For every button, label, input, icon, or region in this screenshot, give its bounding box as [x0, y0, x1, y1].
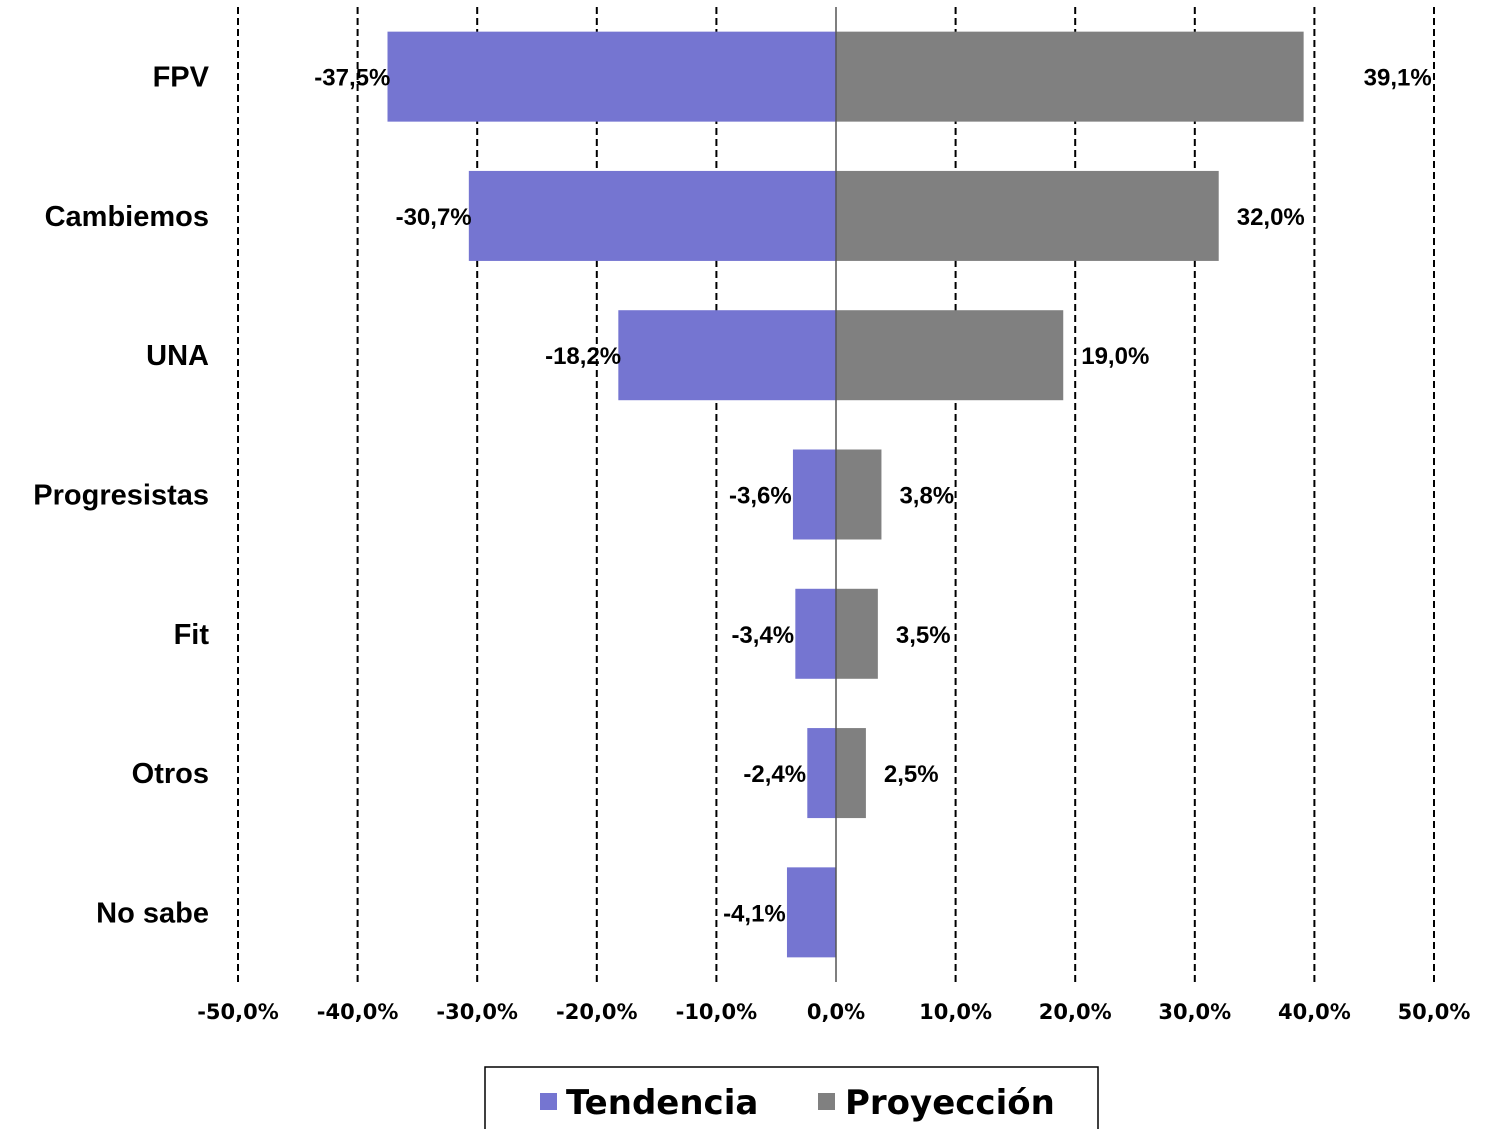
data-label-proyeccion-cambiemos: 32,0% [1237, 204, 1305, 231]
bar-proyeccion-una [836, 310, 1064, 401]
legend-box [484, 1066, 1099, 1129]
x-tick-label-50: 50,0% [1398, 1000, 1471, 1024]
data-label-tendencia-otros: -2,4% [743, 761, 806, 788]
category-label-fpv: FPV [153, 62, 210, 94]
x-tick-label-0: 0,0% [807, 1000, 865, 1024]
category-label-una: UNA [146, 340, 209, 372]
data-label-proyeccion-una: 19,0% [1081, 343, 1149, 370]
data-label-proyeccion-otros: 2,5% [884, 761, 939, 788]
bar-tendencia-progresistas [792, 449, 836, 540]
legend-swatch-tendencia [540, 1093, 557, 1110]
category-label-no-sabe: No sabe [96, 897, 209, 929]
bar-tendencia-no-sabe [786, 867, 836, 958]
x-tick-label-40: 40,0% [1278, 1000, 1351, 1024]
bar-proyeccion-cambiemos [836, 170, 1219, 261]
legend-label-proyeccion: Proyección [845, 1083, 1055, 1123]
data-label-tendencia-una: -18,2% [545, 343, 621, 370]
data-label-tendencia-no-sabe: -4,1% [723, 900, 786, 927]
x-axis-tick-labels: -50,0% -40,0% -30,0% -20,0% -10,0% 0,0% 10,0% 2… [197, 1000, 1470, 1024]
x-tick-label-50: -50,0% [197, 1000, 279, 1024]
bar-proyeccion-fit [836, 588, 878, 679]
bar-proyeccion-progresistas [836, 449, 882, 540]
bar-tendencia-fpv [387, 31, 836, 122]
category-label-progresistas: Progresistas [33, 480, 209, 512]
data-label-proyeccion-fpv: 39,1% [1364, 65, 1432, 92]
x-tick-label-20: 20,0% [1039, 1000, 1112, 1024]
data-label-tendencia-fit: -3,4% [731, 622, 794, 649]
data-label-proyeccion-fit: 3,5% [896, 622, 951, 649]
x-tick-label-40: -40,0% [317, 1000, 399, 1024]
data-labels: -37,5% 39,1% -30,7% 32,0% -18,2% 19,0% -3,6% 3,… [314, 65, 1431, 928]
bar-tendencia-fit [795, 588, 836, 679]
data-label-tendencia-fpv: -37,5% [314, 65, 390, 92]
legend-label-tendencia: Tendencia [566, 1083, 758, 1123]
bar-proyeccion-fpv [836, 31, 1304, 122]
bar-tendencia-cambiemos [468, 170, 836, 261]
x-tick-label-30: -30,0% [436, 1000, 518, 1024]
x-tick-label-10: -10,0% [676, 1000, 758, 1024]
x-tick-label-10: 10,0% [919, 1000, 992, 1024]
data-label-proyeccion-progresistas: 3,8% [899, 483, 954, 510]
gridlines [237, 7, 1435, 982]
legend-swatch-proyeccion [818, 1093, 835, 1110]
category-labels: FPV Cambiemos UNA Progresistas Fit Otros No sa… [33, 62, 209, 930]
bars [387, 31, 1304, 958]
x-tick-label-30: 30,0% [1158, 1000, 1231, 1024]
bar-tendencia-una [618, 310, 836, 401]
category-label-otros: Otros [132, 758, 209, 790]
category-label-fit: Fit [174, 619, 210, 651]
bar-proyeccion-otros [836, 728, 866, 819]
data-label-tendencia-progresistas: -3,6% [729, 483, 792, 510]
x-tick-label-20: -20,0% [556, 1000, 638, 1024]
data-label-tendencia-cambiemos: -30,7% [396, 204, 472, 231]
legend: Tendencia Proyección [484, 1066, 1099, 1129]
bar-tendencia-otros [807, 728, 836, 819]
category-label-cambiemos: Cambiemos [45, 201, 209, 233]
